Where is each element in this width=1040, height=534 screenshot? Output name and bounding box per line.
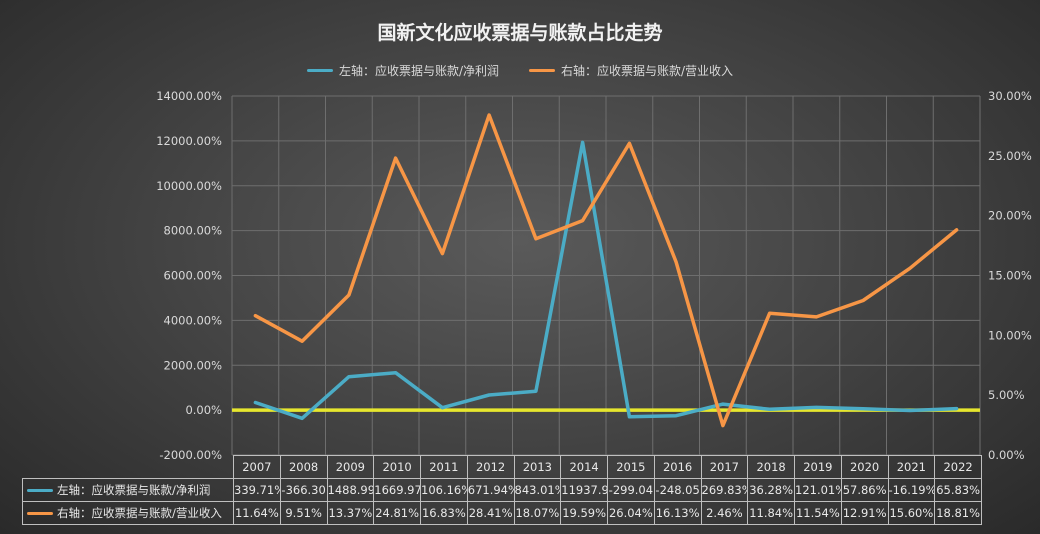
table-cell: -299.04 bbox=[607, 478, 655, 502]
table-row-left: 左轴：应收票据与账款/净利润 339.71% -366.30 1488.99 1669… bbox=[22, 478, 982, 502]
right-axis-tick: 0.00% bbox=[988, 448, 1025, 462]
table-cell: 121.01% bbox=[794, 478, 842, 502]
legend-swatch-orange bbox=[529, 69, 555, 72]
table-cell: 2.46% bbox=[700, 501, 749, 525]
table-header-cell: 2008 bbox=[279, 455, 328, 479]
table-cell: 16.13% bbox=[653, 501, 702, 525]
right-axis-tick: 10.00% bbox=[988, 328, 1032, 342]
table-cell: 57.86% bbox=[840, 478, 889, 502]
table-header-cell: 2019 bbox=[794, 455, 842, 479]
table-header-cell: 2009 bbox=[326, 455, 375, 479]
table-header-cell: 2015 bbox=[607, 455, 655, 479]
table-cell: 671.94% bbox=[466, 478, 515, 502]
table-cell: 36.28% bbox=[747, 478, 795, 502]
table-cell: 1669.97 bbox=[373, 478, 421, 502]
table-header-cell: 2016 bbox=[653, 455, 702, 479]
table-cell: 12.91% bbox=[840, 501, 889, 525]
data-table: 2007 2008 2009 2010 2011 2012 2013 2014 2015 2016… bbox=[22, 455, 982, 525]
table-header-cell: 2007 bbox=[233, 455, 281, 479]
legend: 左轴：应收票据与账款/净利润 右轴：应收票据与账款/营业收入 bbox=[0, 62, 1040, 79]
table-header-cell: 2012 bbox=[466, 455, 515, 479]
left-axis-tick: 6000.00% bbox=[164, 269, 223, 283]
table-cell: 269.83% bbox=[700, 478, 749, 502]
table-cell: 18.07% bbox=[513, 501, 562, 525]
legend-item-right: 右轴：应收票据与账款/营业收入 bbox=[529, 62, 733, 79]
table-header-cell: 2014 bbox=[560, 455, 608, 479]
row-key-blue bbox=[27, 489, 53, 492]
right-axis-tick: 15.00% bbox=[988, 269, 1032, 283]
table-cell: 9.51% bbox=[279, 501, 328, 525]
table-cell: -248.05 bbox=[653, 478, 702, 502]
legend-item-left: 左轴：应收票据与账款/净利润 bbox=[306, 62, 499, 79]
table-cell: 28.41% bbox=[466, 501, 515, 525]
left-axis-tick: 12000.00% bbox=[156, 134, 222, 148]
table-cell: 339.71% bbox=[233, 478, 281, 502]
right-axis-tick: 30.00% bbox=[988, 89, 1032, 103]
table-cell: 65.83% bbox=[934, 478, 982, 502]
left-axis-tick: 10000.00% bbox=[156, 179, 222, 193]
table-cell: 26.04% bbox=[607, 501, 655, 525]
table-header-cell: 2018 bbox=[747, 455, 795, 479]
table-header-cell: 2017 bbox=[700, 455, 749, 479]
table-cell: 16.83% bbox=[420, 501, 468, 525]
table-cell: 1488.99 bbox=[326, 478, 375, 502]
table-cell: 11.64% bbox=[233, 501, 281, 525]
right-axis-tick: 25.00% bbox=[988, 149, 1032, 163]
table-cell: 15.60% bbox=[887, 501, 936, 525]
right-axis-tick: 20.00% bbox=[988, 209, 1032, 223]
series-line-left bbox=[253, 140, 959, 421]
right-axis-tick: 5.00% bbox=[988, 388, 1025, 402]
table-cell: 13.37% bbox=[326, 501, 375, 525]
table-cell: 11937.9 bbox=[560, 478, 608, 502]
row-key-orange bbox=[27, 512, 53, 515]
table-cell: 18.81% bbox=[934, 501, 982, 525]
left-axis-tick: 8000.00% bbox=[164, 224, 223, 238]
table-header-cell: 2013 bbox=[513, 455, 562, 479]
table-cell: 19.59% bbox=[560, 501, 608, 525]
legend-label-right: 右轴：应收票据与账款/营业收入 bbox=[561, 64, 734, 78]
left-axis-tick: 0.00% bbox=[185, 403, 222, 417]
series-line-right bbox=[253, 113, 959, 428]
table-header-cell: 2011 bbox=[420, 455, 468, 479]
legend-label-left: 左轴：应收票据与账款/净利润 bbox=[338, 64, 499, 78]
table-cell: 11.84% bbox=[747, 501, 795, 525]
left-axis-tick: -2000.00% bbox=[159, 448, 222, 462]
table-cell: -366.30 bbox=[279, 478, 328, 502]
table-cell: 843.01% bbox=[513, 478, 562, 502]
left-axis-tick: 4000.00% bbox=[164, 313, 223, 327]
legend-swatch-blue bbox=[306, 69, 333, 72]
left-axis-tick: 2000.00% bbox=[164, 358, 223, 372]
table-header-row: 2007 2008 2009 2010 2011 2012 2013 2014 2015 2016… bbox=[23, 455, 982, 479]
table-cell: 106.16% bbox=[420, 478, 468, 502]
table-cell: 24.81% bbox=[373, 501, 421, 525]
left-axis-tick: 14000.00% bbox=[156, 89, 222, 103]
table-cell: 11.54% bbox=[794, 501, 842, 525]
table-cell: -16.19% bbox=[887, 478, 936, 502]
table-header-cell: 2020 bbox=[840, 455, 889, 479]
table-header-cell: 2010 bbox=[373, 455, 421, 479]
table-header-cell: 2022 bbox=[934, 455, 982, 479]
table-header-cell: 2021 bbox=[887, 455, 936, 479]
chart-title: 国新文化应收票据与账款占比走势 bbox=[377, 22, 663, 44]
table-row-right: 右轴：应收票据与账款/营业收入 11.64% 9.51% 13.37% 24.81% 1… bbox=[22, 501, 982, 525]
